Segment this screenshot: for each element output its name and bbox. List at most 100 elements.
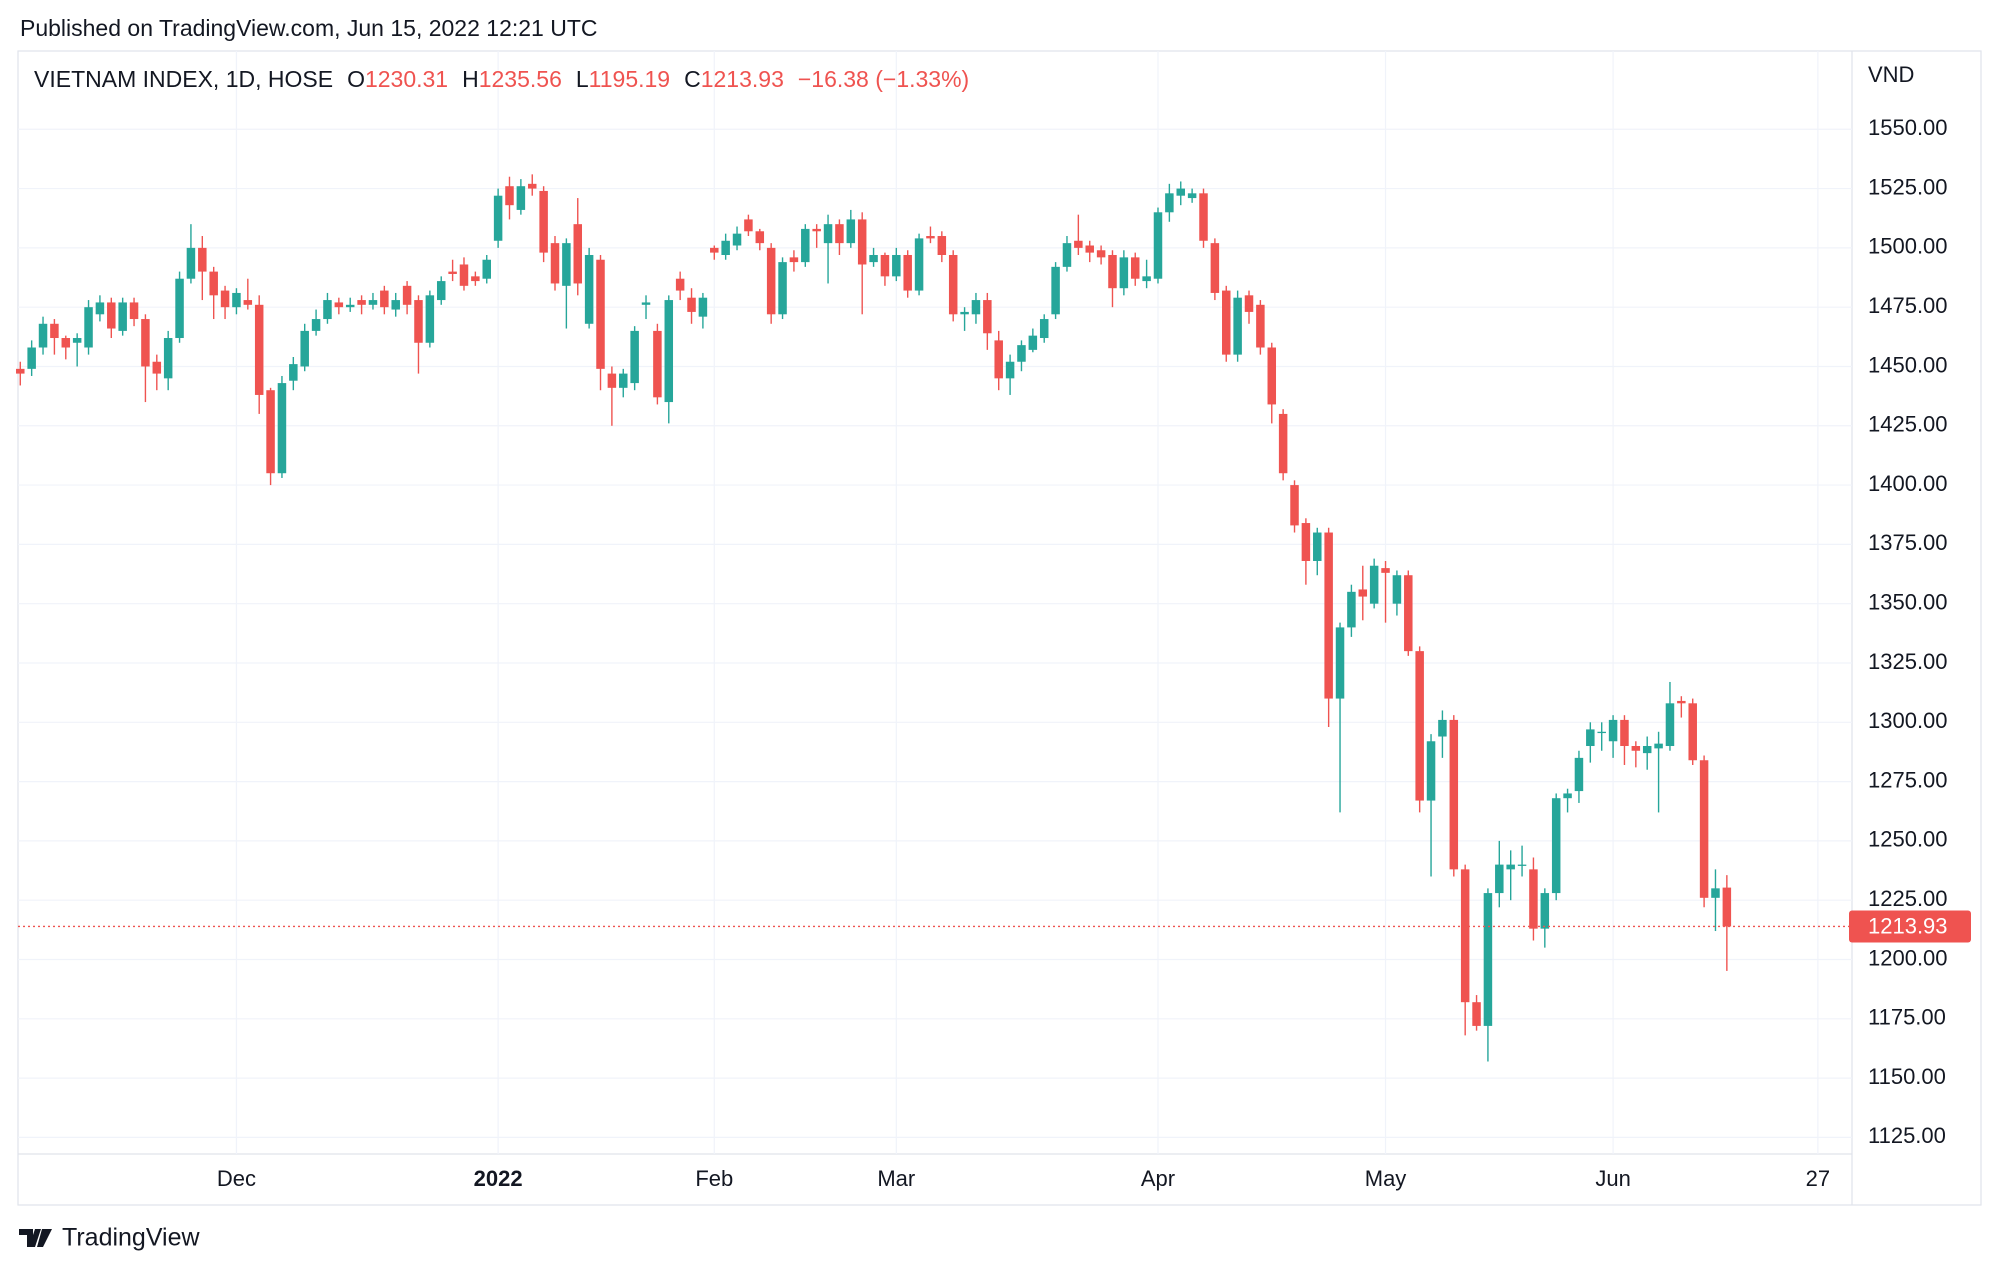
candle-body <box>584 254 594 324</box>
y-tick-label: 1175.00 <box>1868 1005 1946 1030</box>
y-tick-label: 1250.00 <box>1868 827 1948 852</box>
candle-body <box>38 323 48 348</box>
x-tick-label: Jun <box>1595 1166 1630 1191</box>
candle-body <box>1074 240 1083 248</box>
candle-body <box>1495 864 1504 894</box>
ohlc-label: L <box>576 66 589 92</box>
candle-body <box>391 300 400 310</box>
candle-body <box>1085 245 1094 253</box>
candle-body <box>1267 347 1277 405</box>
candle-body <box>1358 589 1368 597</box>
grid <box>18 51 1852 1154</box>
x-tick-label: 27 <box>1806 1166 1830 1191</box>
candle-body <box>107 302 116 329</box>
candle-body <box>596 259 605 369</box>
candle-body <box>630 330 639 384</box>
x-tick-label: Mar <box>877 1166 915 1191</box>
candle-body <box>163 338 173 379</box>
candle-body <box>710 247 719 253</box>
candle-body <box>812 228 821 232</box>
y-tick-label: 1525.00 <box>1868 174 1948 199</box>
candle-body <box>914 238 924 291</box>
candle-body <box>1233 297 1242 355</box>
overlay: 1125.00 1150.00 1175.00 1200.00 1225.00 1250.… <box>18 115 1971 1191</box>
legend-header: VIETNAM INDEX, 1D, HOSE O1230.31 H1235.56 L… <box>34 66 969 92</box>
candle-body <box>948 254 958 315</box>
candle-body <box>1301 523 1311 561</box>
candle-body <box>926 236 935 239</box>
candle-body <box>1187 193 1197 199</box>
candle-body <box>1028 335 1038 350</box>
candle-body <box>380 290 389 308</box>
brand-logo: TradingView <box>19 1224 201 1252</box>
ohlc-label: C <box>684 66 701 92</box>
candle-body <box>414 300 423 343</box>
y-tick-label: 1125.00 <box>1868 1123 1946 1148</box>
y-tick-label: 1425.00 <box>1868 412 1948 437</box>
candle-body <box>72 338 82 343</box>
candle-body <box>1051 266 1060 315</box>
candle-body <box>1517 864 1527 866</box>
candle-body <box>619 373 628 388</box>
ohlc-label: O <box>347 66 365 92</box>
candle-body <box>778 262 787 315</box>
last-price-box <box>1849 910 1971 943</box>
candle-body <box>493 195 503 241</box>
candle-body <box>1324 532 1333 699</box>
candle-body <box>1597 731 1606 734</box>
published-note: Published on TradingView.com, Jun 15, 20… <box>20 15 598 41</box>
candle-body <box>1153 212 1163 279</box>
candle-body <box>1460 869 1470 1003</box>
candle-body <box>482 259 491 279</box>
candle-body <box>1381 568 1390 573</box>
candle-body <box>277 383 287 474</box>
candle-body <box>1665 703 1675 747</box>
candle-body <box>471 276 480 282</box>
candle-body <box>1586 729 1595 747</box>
candle-body <box>1142 276 1151 282</box>
candle-body <box>254 304 264 395</box>
x-tick-label: Apr <box>1141 1166 1175 1191</box>
candle-body <box>687 297 696 312</box>
candle-body <box>27 347 36 369</box>
candle-body <box>732 233 742 246</box>
candle-body <box>994 340 1003 379</box>
candle-body <box>1426 741 1436 801</box>
chart-frame <box>17 50 1982 1206</box>
y-tick-label: 1350.00 <box>1868 589 1948 614</box>
candle-body <box>16 368 25 374</box>
y-tick-label: 1375.00 <box>1868 530 1948 555</box>
candle-body <box>1017 345 1026 362</box>
candle-body <box>766 247 776 315</box>
candle-body <box>1108 254 1117 289</box>
candle-body <box>1313 532 1322 561</box>
candle-body <box>823 224 833 244</box>
y-tick-label: 1300.00 <box>1868 708 1948 733</box>
x-tick-label: Dec <box>217 1166 256 1191</box>
candle-body <box>971 300 981 315</box>
candle-body <box>550 243 560 284</box>
candle-body <box>857 219 867 265</box>
candle-body <box>1119 257 1129 289</box>
candle-body <box>539 190 548 253</box>
brand-name: TradingView <box>62 1224 201 1252</box>
candle-body <box>1631 746 1641 751</box>
y-tick-label: 1475.00 <box>1868 293 1948 318</box>
candle-body <box>1222 290 1231 355</box>
candle-body <box>1506 864 1515 870</box>
candle-body <box>1642 746 1652 754</box>
candle-body <box>129 302 139 320</box>
candle-body <box>937 236 947 255</box>
high-value: 1235.56 <box>479 66 562 92</box>
candle-body <box>1290 485 1299 526</box>
candle-body <box>1483 893 1493 1026</box>
x-tick-label: May <box>1365 1166 1407 1191</box>
candle-body <box>1608 719 1618 742</box>
ohlc-label: H <box>462 66 479 92</box>
candle-body <box>835 224 844 244</box>
candle-body <box>1722 887 1732 927</box>
candle-body <box>1551 798 1561 894</box>
candle-body <box>1404 575 1413 652</box>
candle-body <box>1244 295 1254 312</box>
